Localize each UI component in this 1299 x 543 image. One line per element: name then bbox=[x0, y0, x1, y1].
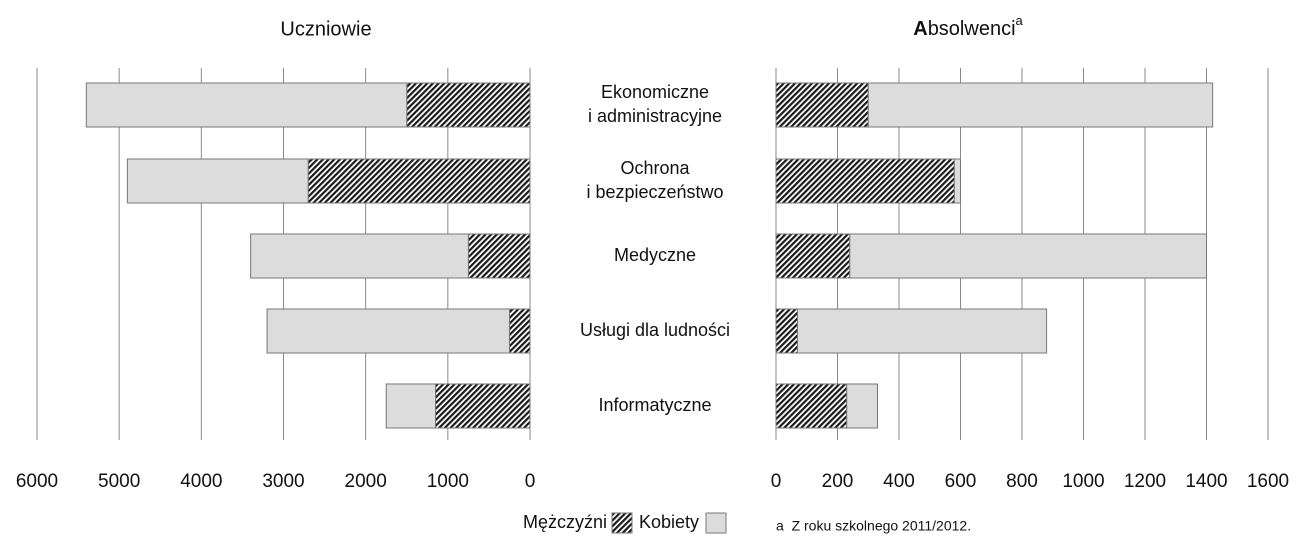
x-tick-label: 3000 bbox=[262, 471, 304, 492]
bar-segment bbox=[508, 308, 531, 354]
bar-segment bbox=[775, 308, 799, 354]
x-tick-label: 600 bbox=[945, 471, 977, 492]
category-label: i administracyjne bbox=[588, 106, 722, 126]
x-tick-label: 1600 bbox=[1247, 471, 1289, 492]
x-tick-label: 1000 bbox=[427, 471, 469, 492]
bar-segment bbox=[126, 158, 309, 204]
x-tick-label: 800 bbox=[1006, 471, 1038, 492]
category-label: Usługi dla ludności bbox=[580, 320, 730, 340]
x-tick-label: 2000 bbox=[345, 471, 387, 492]
bar-segment bbox=[85, 82, 408, 128]
legend-label: Mężczyźni bbox=[523, 512, 607, 532]
x-tick-label: 4000 bbox=[180, 471, 222, 492]
title-rest: bsolwenci bbox=[928, 18, 1016, 40]
x-tick-label: 5000 bbox=[98, 471, 140, 492]
category-label: i bezpieczeństwo bbox=[586, 182, 723, 202]
category-label: Ekonomiczne bbox=[601, 82, 709, 102]
title-text: Absolwenci bbox=[913, 18, 1015, 40]
legend-swatch bbox=[611, 512, 633, 534]
x-tick-label: 1200 bbox=[1124, 471, 1166, 492]
bar-segment bbox=[435, 383, 531, 429]
bar-segment bbox=[775, 82, 869, 128]
bar-segment bbox=[775, 383, 848, 429]
title-note: a bbox=[1016, 13, 1024, 28]
legend-label: Kobiety bbox=[639, 512, 699, 532]
category-label: Medyczne bbox=[614, 245, 696, 265]
panel-title: Absolwencia bbox=[913, 13, 1023, 40]
title-initial: A bbox=[913, 18, 927, 40]
bar-segment bbox=[266, 308, 510, 354]
bar-segment bbox=[797, 308, 1048, 354]
x-tick-label: 6000 bbox=[16, 471, 58, 492]
footnote: a Z roku szkolnego 2011/2012. bbox=[776, 518, 971, 534]
panel-title: Uczniowie bbox=[280, 18, 371, 40]
bar-segment bbox=[775, 233, 851, 279]
x-tick-label: 0 bbox=[771, 471, 782, 492]
bar-segment bbox=[846, 383, 878, 429]
bar-segment bbox=[953, 158, 961, 204]
bar-segment bbox=[849, 233, 1207, 279]
bar-segment bbox=[307, 158, 531, 204]
bar-segment bbox=[406, 82, 531, 128]
x-tick-label: 0 bbox=[525, 471, 536, 492]
bar-segment bbox=[867, 82, 1214, 128]
bar-segment bbox=[385, 383, 437, 429]
x-tick-label: 1000 bbox=[1062, 471, 1104, 492]
category-label: Ochrona bbox=[620, 158, 690, 178]
bar-segment bbox=[467, 233, 531, 279]
legend-swatch bbox=[705, 512, 727, 534]
category-label: Informatyczne bbox=[598, 395, 711, 415]
x-tick-label: 200 bbox=[822, 471, 854, 492]
x-tick-label: 400 bbox=[883, 471, 915, 492]
x-tick-label: 1400 bbox=[1185, 471, 1227, 492]
bar-segment bbox=[775, 158, 955, 204]
bar-segment bbox=[250, 233, 469, 279]
